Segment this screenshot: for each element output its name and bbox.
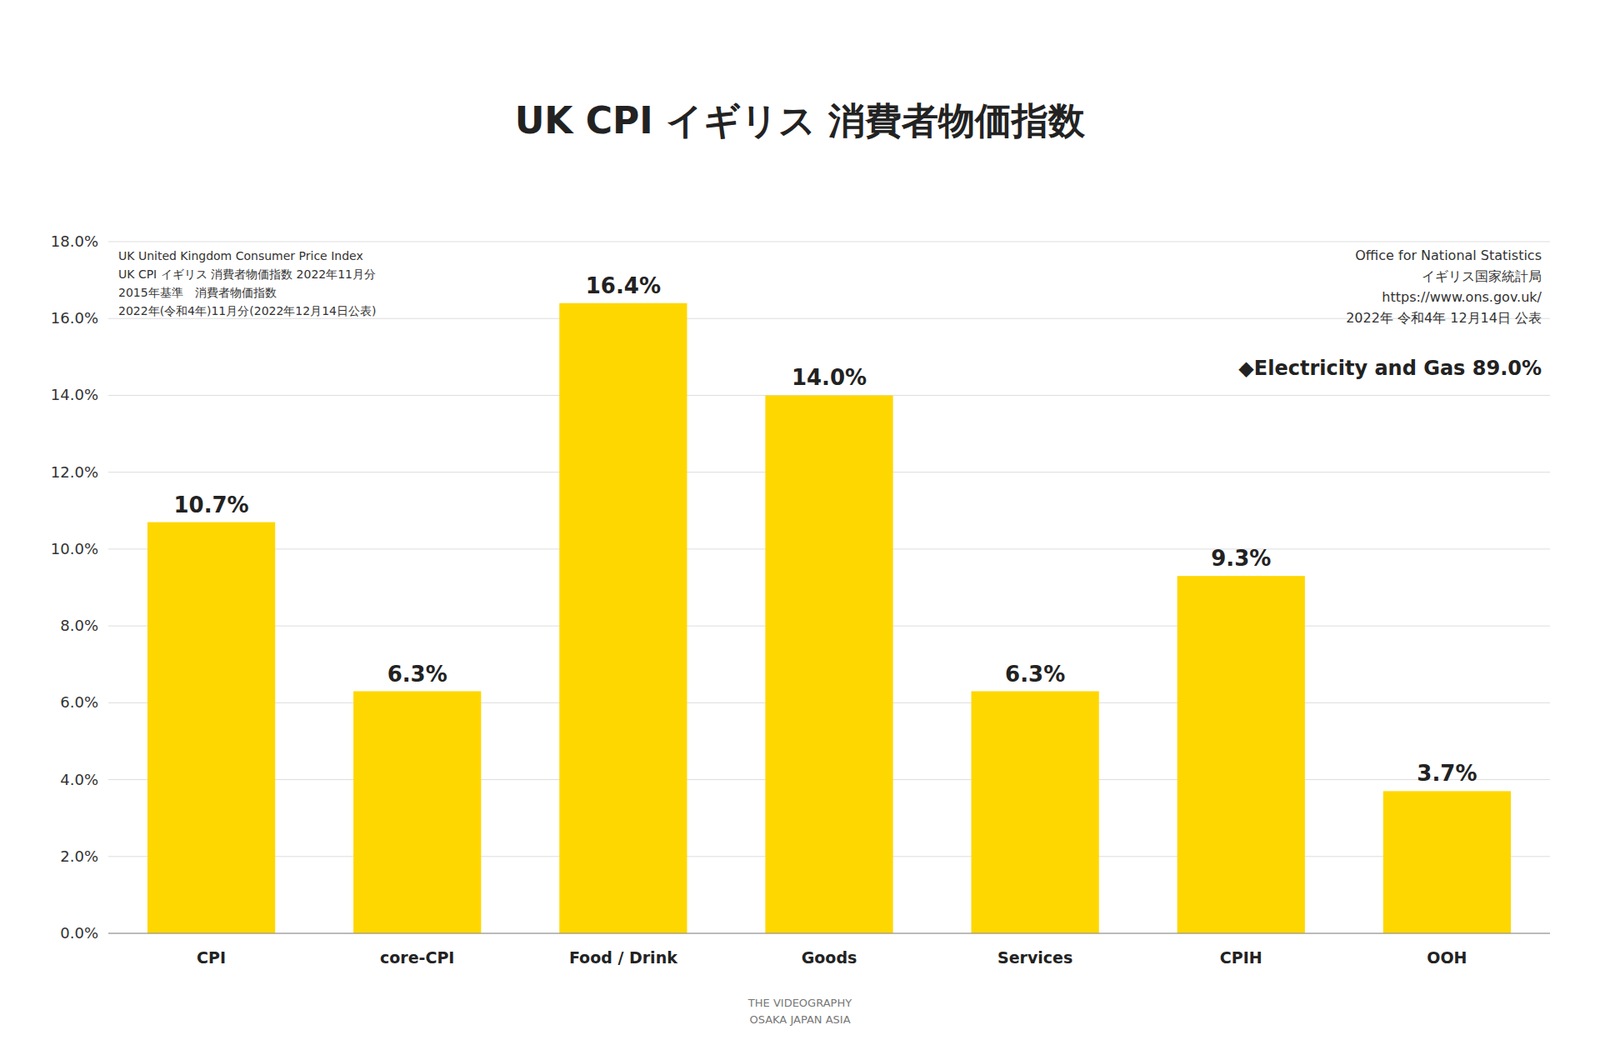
grid <box>108 241 1550 934</box>
watermark: OSAKA JAPAN ASIA <box>749 1013 850 1026</box>
y-tick-label: 10.0% <box>50 540 99 558</box>
x-tick-label: CPIH <box>1220 948 1263 967</box>
bar <box>559 303 687 934</box>
y-tick-label: 16.0% <box>50 309 99 327</box>
y-tick-label: 8.0% <box>60 616 99 635</box>
y-tick-label: 14.0% <box>50 385 99 404</box>
y-tick-label: 2.0% <box>60 847 99 865</box>
info-left: UK United Kingdom Consumer Price Index <box>118 249 364 263</box>
bar <box>147 522 275 934</box>
data-label: 3.7% <box>1416 760 1477 786</box>
x-tick-label: CPI <box>196 948 226 967</box>
info-left: 2015年基準 消費者物価指数 <box>118 285 277 300</box>
background <box>0 0 1600 1045</box>
info-right: イギリス国家統計局 <box>1421 268 1542 285</box>
y-tick-label: 12.0% <box>50 463 99 481</box>
bar <box>971 691 1100 935</box>
y-tick-label: 18.0% <box>50 232 99 250</box>
y-tick-label: 4.0% <box>60 770 99 789</box>
x-axis-line <box>108 933 1550 935</box>
bars <box>147 303 1511 934</box>
info-right: https://www.ons.gov.uk/ <box>1381 289 1542 305</box>
data-label: 14.0% <box>791 365 867 390</box>
grid-line <box>108 318 1550 320</box>
x-tick-label: OOH <box>1426 948 1467 967</box>
grid-line <box>108 241 1550 243</box>
info-left: 2022年(令和4年)11月分(2022年12月14日公表) <box>118 304 376 318</box>
grid-line <box>108 933 1550 935</box>
chart: UK CPI イギリス 消費者物価指数 0.0% 2.0% 4.0% 6.0% 8.0% 1… <box>0 0 1600 1045</box>
x-tick-label: Services <box>997 948 1073 967</box>
x-tick-label: Food / Drink <box>569 948 678 967</box>
data-label: 10.7% <box>173 492 249 518</box>
data-label: 6.3% <box>387 661 448 687</box>
annotation: ◆Electricity and Gas 89.0% <box>1238 356 1542 380</box>
y-tick-label: 0.0% <box>60 924 99 942</box>
bar <box>1177 575 1305 934</box>
x-tick-label: Goods <box>801 948 858 967</box>
data-label: 9.3% <box>1210 545 1271 571</box>
y-tick-label: 6.0% <box>60 693 99 711</box>
info-left: UK CPI イギリス 消費者物価指数 2022年11月分 <box>118 267 376 281</box>
bar <box>765 395 893 934</box>
data-label: 6.3% <box>1005 661 1065 687</box>
x-tick-label: core-CPI <box>380 948 455 967</box>
title: UK CPI イギリス 消費者物価指数 <box>515 99 1087 142</box>
info-right: Office for National Statistics <box>1355 247 1542 264</box>
data-label: 16.4% <box>585 273 661 299</box>
watermark: THE VIDEOGRAPHY <box>747 996 852 1010</box>
bar <box>353 691 481 935</box>
bar <box>1383 790 1511 934</box>
info-right: 2022年 令和4年 12月14日 公表 <box>1345 310 1542 326</box>
